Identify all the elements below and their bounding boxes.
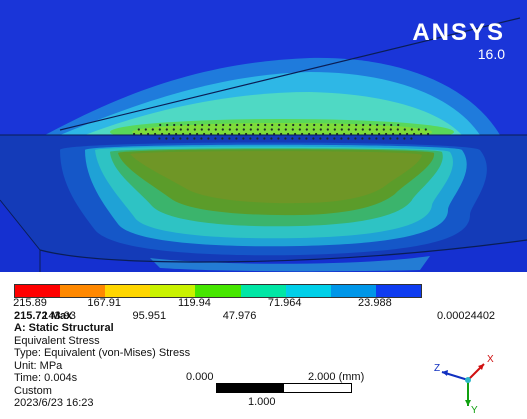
scale-bar: [216, 383, 352, 393]
axis-triad-icon[interactable]: X Z Y: [432, 350, 504, 419]
legend-swatch: [150, 285, 196, 297]
scale-bar-white: [284, 384, 351, 392]
legend-swatch: [105, 285, 151, 297]
result-name: Equivalent Stress: [14, 334, 100, 347]
legend-swatch: [195, 285, 241, 297]
legend-max-label: 215.72 Max: [14, 310, 73, 322]
legend-swatch: [375, 285, 421, 297]
result-type: Type: Equivalent (von-Mises) Stress: [14, 347, 191, 359]
legend-tick-lower: 143.93: [42, 310, 76, 322]
legend-tick-upper: 23.988: [358, 297, 392, 309]
x-axis-label: X: [487, 354, 494, 365]
scale-zero-label: 0.000: [186, 371, 214, 383]
legend-swatch: [240, 285, 286, 297]
brand-logo: ANSYS 16.0: [412, 19, 505, 63]
legend-swatch: [60, 285, 106, 297]
legend-tick-lower: 0.00024402: [436, 310, 496, 322]
scale-mid-label: 1.000: [248, 396, 276, 408]
result-time: Time: 0.004s: [14, 372, 78, 384]
result-date: 2023/6/23 16:23: [14, 397, 94, 409]
legend-swatch: [15, 285, 61, 297]
y-axis-label: Y: [471, 405, 478, 414]
scale-bar-black: [217, 384, 284, 392]
legend-tick-upper: 215.89: [13, 297, 47, 309]
model-viewport[interactable]: ANSYS 16.0: [0, 0, 527, 272]
legend-mode: Custom: [14, 384, 52, 397]
legend-tick-upper: 119.94: [178, 297, 211, 309]
result-info: A: Static Structural Equivalent Stress T…: [14, 322, 190, 410]
brand-name: ANSYS: [412, 19, 505, 46]
legend-tick-lower: 95.951: [132, 310, 167, 322]
analysis-title: A: Static Structural: [14, 322, 114, 334]
result-unit: Unit: MPa: [14, 359, 63, 372]
legend-tick-upper: 71.964: [267, 297, 302, 309]
legend-swatch: [285, 285, 331, 297]
stress-contour-plot: [0, 0, 527, 272]
legend-tick-lower: 47.976: [222, 310, 257, 322]
brand-version: 16.0: [477, 46, 505, 62]
legend-tick-upper: 167.91: [87, 297, 122, 309]
scale-max-label: 2.000 (mm): [308, 371, 365, 383]
legend-color-bar: [14, 284, 422, 298]
legend-swatch: [330, 285, 376, 297]
z-axis-label: Z: [434, 363, 440, 374]
